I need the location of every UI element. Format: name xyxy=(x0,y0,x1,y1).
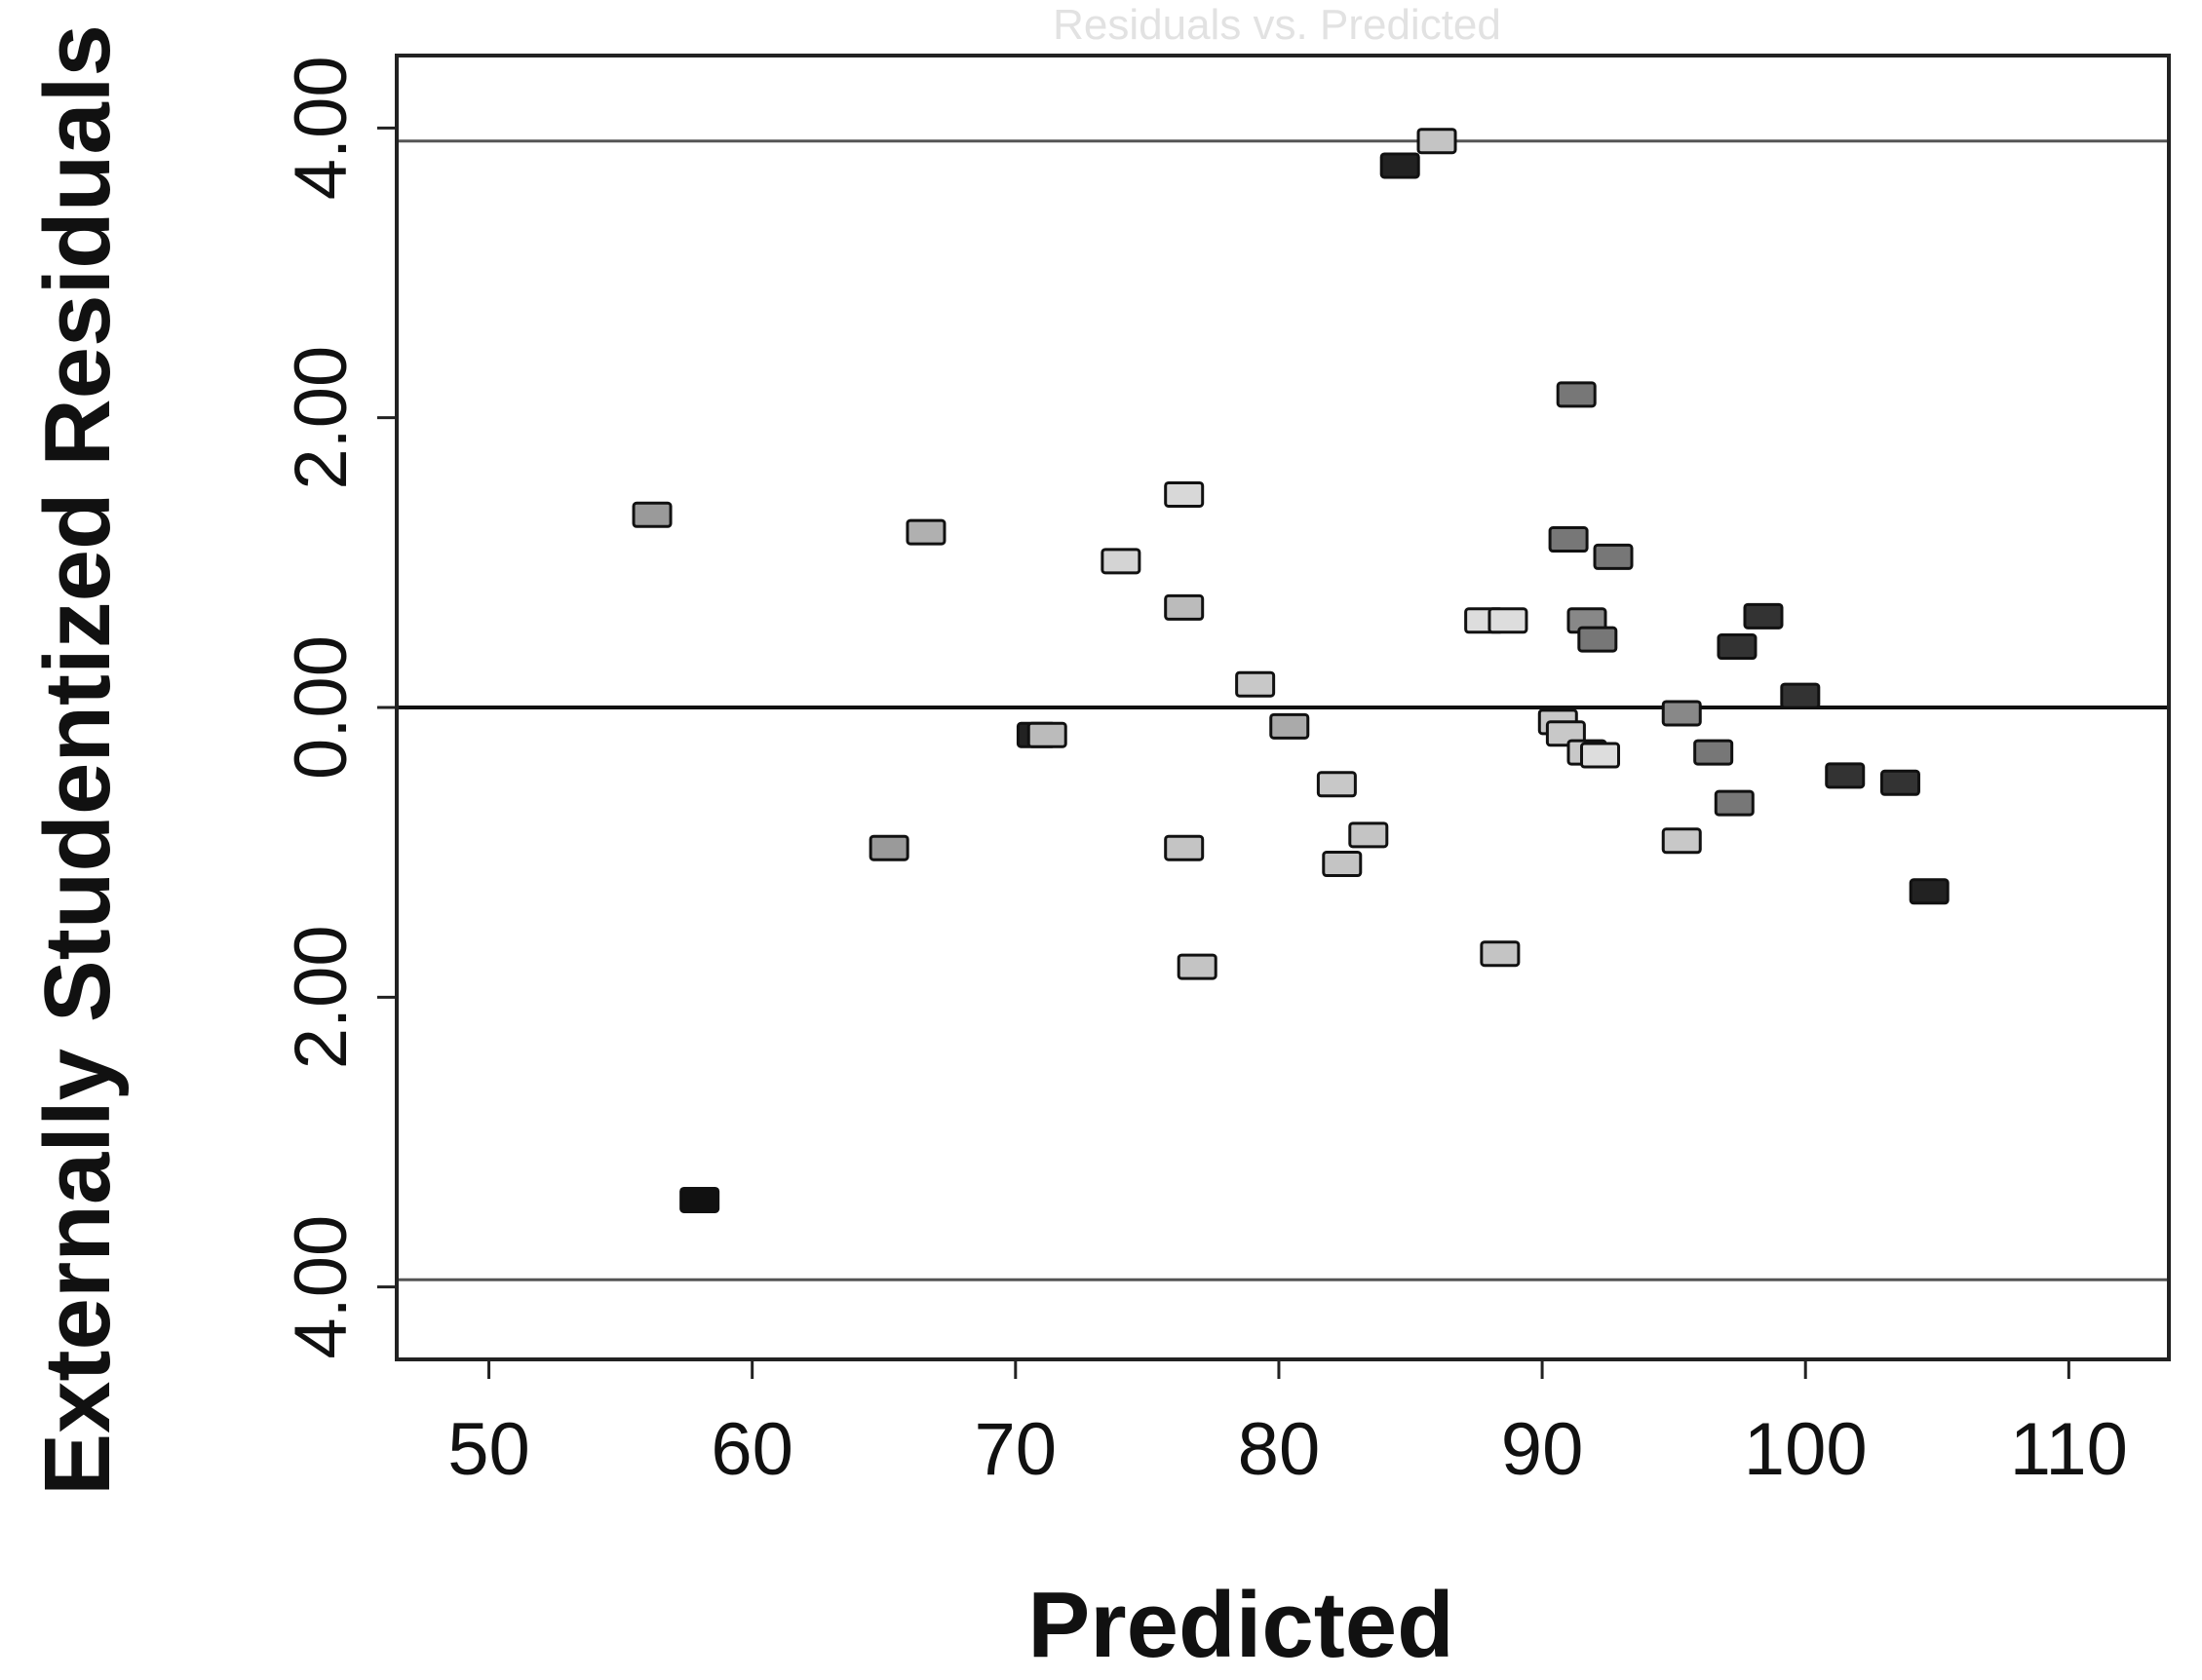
data-point xyxy=(1164,480,1205,508)
data-point xyxy=(869,834,909,861)
y-tick-label: 2.00 xyxy=(280,925,363,1069)
data-point xyxy=(1743,602,1784,630)
data-point xyxy=(1177,953,1217,980)
data-point xyxy=(1487,607,1528,634)
data-point xyxy=(1548,526,1589,554)
data-point xyxy=(1717,633,1758,661)
y-axis: 4.00 2.00 0.00 2.00 4.00 xyxy=(280,56,397,1359)
data-point xyxy=(1379,152,1420,179)
data-point xyxy=(1348,821,1389,849)
y-axis-title: Externally Studentized Residuals xyxy=(25,24,130,1496)
x-tick-label: 70 xyxy=(975,1408,1058,1491)
data-point xyxy=(906,518,946,546)
x-tick-label: 50 xyxy=(447,1408,530,1491)
data-point xyxy=(1235,670,1276,698)
data-point xyxy=(1825,762,1866,789)
data-point xyxy=(1879,769,1920,796)
data-point xyxy=(1416,128,1457,155)
x-axis: 50 60 70 80 90 100 110 xyxy=(447,1359,2128,1491)
y-tick-label: 4.00 xyxy=(280,1215,363,1359)
data-point xyxy=(1101,548,1141,575)
data-point xyxy=(1693,739,1734,766)
x-axis-title: Predicted xyxy=(1027,1573,1453,1677)
x-tick-label: 60 xyxy=(711,1408,793,1491)
data-point xyxy=(1909,878,1950,905)
data-point xyxy=(1164,834,1205,861)
data-point xyxy=(1780,682,1821,709)
data-point xyxy=(1580,742,1621,769)
x-tick-label: 110 xyxy=(2010,1408,2128,1491)
data-point xyxy=(1322,851,1363,878)
data-point xyxy=(1164,593,1205,621)
x-tick-label: 90 xyxy=(1501,1408,1584,1491)
data-point xyxy=(1269,712,1310,740)
data-point xyxy=(632,501,673,528)
y-tick-label: 4.00 xyxy=(280,56,363,200)
y-tick-label: 0.00 xyxy=(280,635,363,780)
data-point xyxy=(1593,543,1634,570)
x-tick-label: 100 xyxy=(1744,1408,1868,1491)
data-point xyxy=(1480,940,1521,968)
data-point xyxy=(1026,721,1067,748)
reference-lines xyxy=(397,139,2169,1281)
y-tick-label: 2.00 xyxy=(280,346,363,490)
data-point xyxy=(1661,827,1702,855)
data-point xyxy=(1661,700,1702,727)
chart-title: Residuals vs. Predicted xyxy=(1053,1,1501,49)
data-point xyxy=(1556,381,1597,408)
data-point xyxy=(1316,771,1357,798)
data-point xyxy=(679,1186,720,1213)
data-point xyxy=(1577,626,1618,653)
data-points xyxy=(632,128,1950,1213)
x-tick-label: 80 xyxy=(1238,1408,1321,1491)
data-point xyxy=(1714,789,1755,817)
